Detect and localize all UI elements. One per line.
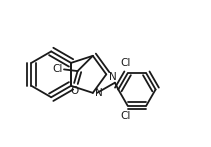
Text: N: N xyxy=(95,88,103,98)
Text: O: O xyxy=(70,86,78,96)
Text: Cl: Cl xyxy=(121,58,131,68)
Text: N: N xyxy=(109,72,117,82)
Text: Cl: Cl xyxy=(52,64,62,74)
Text: Cl: Cl xyxy=(121,111,131,121)
